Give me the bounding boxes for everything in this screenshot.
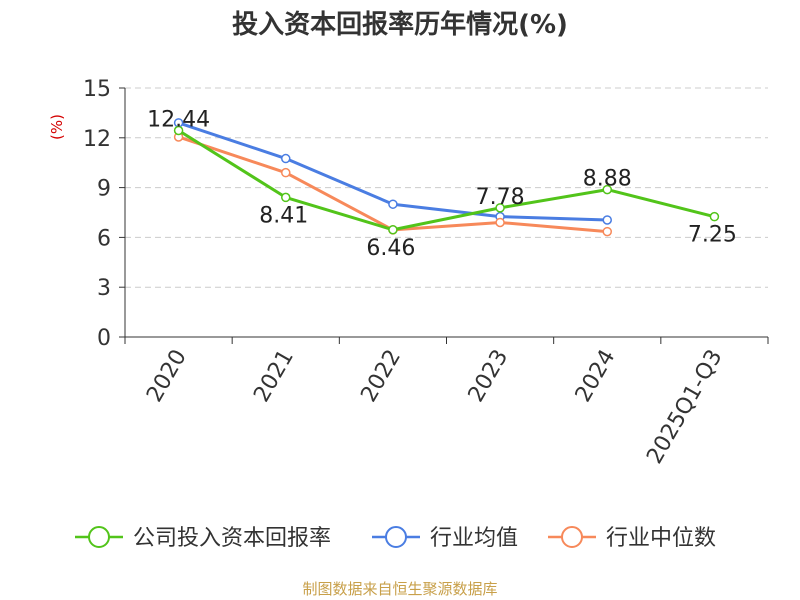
data-label: 7.78: [476, 185, 525, 210]
legend-label: 行业均值: [430, 526, 518, 551]
series-line-0: [177, 129, 715, 232]
data-label: 8.88: [583, 167, 632, 192]
data-point: [495, 217, 505, 228]
axes: [119, 87, 769, 344]
legend-label: 行业中位数: [606, 526, 716, 551]
data-label: 12.44: [147, 107, 210, 132]
data-point: [602, 184, 612, 195]
x-tick-label: 2025Q1-Q3: [642, 346, 727, 469]
x-tick-label: 2022: [356, 346, 406, 407]
data-point: [388, 199, 398, 209]
x-tick-label: 2021: [249, 346, 299, 407]
legend-marker: [385, 526, 407, 548]
data-point: [281, 192, 291, 203]
data-point: [495, 203, 505, 213]
data-point: [281, 153, 291, 164]
x-tick-label: 2024: [571, 346, 621, 407]
data-point: [709, 211, 720, 222]
series-lines: [173, 118, 720, 237]
data-point: [281, 167, 291, 178]
x-tick-label: 2023: [464, 346, 514, 407]
data-label: 6.46: [366, 236, 415, 261]
chart-title: 投入资本回报率历年情况(%): [232, 10, 568, 40]
data-point: [602, 226, 612, 237]
y-tick-label: 0: [97, 326, 111, 351]
data-labels: 12.44 8.41 6.46 7.78 8.88 7.25: [147, 107, 737, 260]
x-tick-label: 2020: [142, 346, 192, 407]
data-label: 7.25: [688, 223, 737, 248]
legend-marker: [561, 526, 583, 548]
data-point: [602, 215, 612, 225]
y-tick-label: 15: [83, 77, 111, 102]
data-label: 8.41: [259, 203, 308, 228]
x-tick-labels: 2020 2021 2022 2023 2024 2025Q1-Q3: [142, 346, 727, 469]
legend-marker: [88, 526, 110, 548]
data-point: [173, 125, 184, 136]
y-tick-label: 3: [97, 276, 111, 301]
y-tick-labels: 0 3 6 9 12 15: [83, 77, 111, 351]
y-axis-unit-label: (%): [48, 114, 66, 140]
y-tick-label: 6: [97, 226, 111, 251]
legend-label: 公司投入资本回报率: [133, 526, 331, 551]
y-tick-label: 12: [83, 127, 111, 152]
y-tick-label: 9: [97, 177, 111, 202]
legend: 公司投入资本回报率 行业均值 行业中位数: [75, 526, 716, 551]
data-point: [388, 225, 398, 235]
source-note: 制图数据来自恒生聚源数据库: [302, 580, 498, 598]
grid-lines: [125, 87, 768, 288]
